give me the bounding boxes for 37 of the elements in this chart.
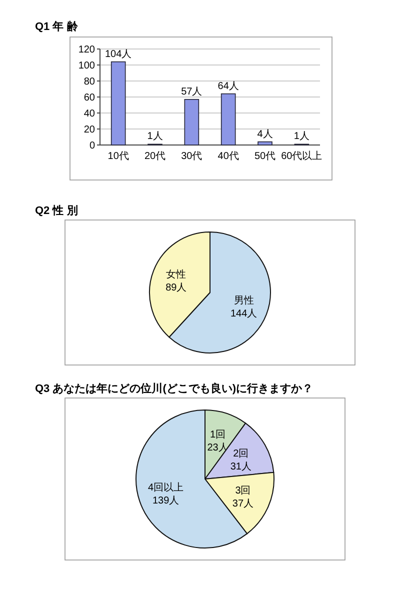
slice-label: 3回 bbox=[235, 485, 251, 496]
data-label: 31人 bbox=[230, 461, 252, 472]
data-label: 144人 bbox=[230, 308, 258, 320]
slice-label: 4回以上 bbox=[148, 481, 184, 494]
data-label: 139人 bbox=[152, 495, 180, 506]
y-tick-label: 0 bbox=[89, 140, 96, 152]
y-tick-label: 100 bbox=[78, 60, 96, 72]
bar bbox=[110, 61, 126, 146]
x-tick-label: 40代 bbox=[218, 151, 239, 162]
x-tick-label: 30代 bbox=[181, 151, 202, 162]
y-tick-label: 20 bbox=[84, 124, 96, 136]
slice-label: 1回 bbox=[210, 430, 226, 441]
bar bbox=[184, 99, 200, 146]
data-label: 89人 bbox=[166, 282, 187, 294]
chart-title: Q1 年 齢 bbox=[35, 20, 79, 33]
slice-label: 女性 bbox=[166, 268, 186, 280]
data-label: 37人 bbox=[232, 498, 254, 510]
y-tick-label: 120 bbox=[78, 44, 96, 56]
chart-title: Q3 あなたは年にどの位川(どこでも良い)に行きますか？ bbox=[35, 382, 314, 395]
data-label: 57人 bbox=[181, 86, 202, 98]
bar bbox=[220, 93, 236, 146]
x-tick-label: 60代以上 bbox=[281, 150, 322, 162]
x-tick-label: 10代 bbox=[108, 151, 129, 162]
y-tick-label: 80 bbox=[84, 76, 96, 88]
y-tick-label: 60 bbox=[84, 92, 96, 104]
data-label: 4人 bbox=[257, 128, 273, 140]
x-tick-label: 50代 bbox=[254, 151, 276, 162]
x-tick-label: 20代 bbox=[144, 151, 166, 162]
data-label: 64人 bbox=[218, 80, 239, 92]
data-label: 104人 bbox=[104, 48, 132, 60]
text: Q2 性 別 bbox=[35, 204, 78, 217]
bar bbox=[258, 141, 272, 146]
data-label: 1人 bbox=[147, 131, 163, 142]
y-tick-label: 40 bbox=[84, 108, 96, 120]
slice-label: 男性 bbox=[234, 294, 254, 307]
slice-label: 2回 bbox=[233, 448, 249, 460]
data-label: 1人 bbox=[294, 131, 310, 142]
